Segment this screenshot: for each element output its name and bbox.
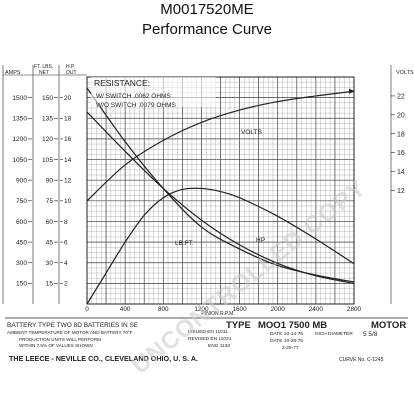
volts-tick-label: 22 bbox=[397, 93, 405, 100]
axis-ticks: 1503004506007509001050120013501500153045… bbox=[2, 65, 405, 313]
horsepower-curve bbox=[86, 187, 355, 305]
eng-number: ENG 1133 bbox=[208, 343, 230, 349]
x-tick-label: 2000 bbox=[271, 306, 286, 313]
ambient-temperature: AMBIENT TEMPERATURE OF MOTOR AND BATTERY… bbox=[7, 330, 133, 335]
resistance-line-1: W/ SWITCH .0062 OHMS bbox=[96, 93, 171, 100]
volts-tick-label: 16 bbox=[397, 150, 405, 157]
x-tick-label: 0 bbox=[85, 306, 89, 313]
volts-tick-label: 12 bbox=[397, 188, 405, 195]
torque-curve bbox=[86, 87, 355, 283]
torque-tick-label: 60 bbox=[46, 219, 54, 226]
torque-tick-label: 105 bbox=[42, 157, 53, 164]
company-name: THE LEECE - NEVILLE CO., CLEVELAND OHIO,… bbox=[9, 354, 198, 363]
torque-tick-label: 135 bbox=[42, 116, 53, 123]
torque-tick-label: 45 bbox=[46, 239, 54, 246]
hp-axis-label-line-2: OUT bbox=[66, 70, 77, 76]
page-subtitle: Performance Curve bbox=[141, 21, 273, 38]
torque-tick-label: 120 bbox=[42, 136, 53, 143]
lbft-curve-label: LB.FT. bbox=[175, 240, 194, 247]
motor-label: MOTOR bbox=[371, 320, 406, 331]
type-label: TYPE bbox=[226, 320, 251, 331]
volts-tick-label: 14 bbox=[397, 169, 405, 176]
resistance-box bbox=[91, 77, 216, 107]
amps-tick-label: 300 bbox=[16, 260, 27, 267]
hp-tick-label: 2 bbox=[64, 281, 68, 288]
x-tick-label: 1600 bbox=[232, 306, 247, 313]
hp-tick-label: 12 bbox=[64, 177, 72, 184]
torque-axis-label-line-2: NET bbox=[39, 70, 49, 76]
date-2: DATE 10-28-76 bbox=[270, 338, 303, 344]
inch-diameter-label: INCH DIAMETER bbox=[315, 331, 353, 337]
battery-type: BATTERY TYPE TWO 8D BATTERIES IN SE bbox=[7, 322, 139, 329]
hp-tick-label: 18 bbox=[64, 116, 72, 123]
production-note-2: WITHIN 7.5% OF VALUES SHOWN bbox=[19, 343, 93, 348]
amps-tick-label: 900 bbox=[16, 177, 27, 184]
inch-diameter-value: 5 5/8 bbox=[363, 331, 378, 338]
amps-tick-label: 600 bbox=[16, 219, 27, 226]
volts-tick-label: 20 bbox=[397, 112, 405, 119]
volts-curve-label: VOLTS bbox=[241, 129, 262, 136]
volts-curve bbox=[86, 90, 355, 202]
hp-axis-label-line-1: H.P. bbox=[66, 64, 75, 70]
production-note-1: PRODUCTION UNITS WILL PERFORM bbox=[19, 337, 101, 342]
revised-en: REVISED EN 11031 bbox=[188, 336, 232, 342]
resistance-line-2: W/O SWITCH .0079 OHMS bbox=[96, 102, 176, 109]
amps-tick-label: 450 bbox=[16, 239, 27, 246]
amps-tick-label: 1050 bbox=[12, 157, 27, 164]
amps-tick-label: 1200 bbox=[12, 136, 27, 143]
curve-number: CURVE No. C-1245 bbox=[339, 357, 384, 363]
x-tick-label: 1200 bbox=[194, 306, 209, 313]
amps-tick-label: 150 bbox=[16, 281, 27, 288]
performance-curves bbox=[86, 87, 355, 305]
plot-frame bbox=[86, 76, 355, 305]
torque-axis-label-line-1: FT. LBS. bbox=[34, 64, 53, 70]
hp-tick-label: 16 bbox=[64, 136, 72, 143]
major-grid bbox=[86, 76, 355, 305]
motor-model: MOO1 7500 MB bbox=[258, 320, 327, 331]
volts-curve-arrow bbox=[349, 88, 355, 94]
amps-tick-label: 1500 bbox=[12, 95, 27, 102]
x-tick-label: 800 bbox=[158, 306, 169, 313]
x-axis-title: PINION R.P.M. bbox=[201, 311, 234, 317]
amps-tick-label: 750 bbox=[16, 198, 27, 205]
hp-tick-label: 6 bbox=[64, 239, 68, 246]
torque-tick-label: 90 bbox=[46, 177, 54, 184]
x-tick-label: 2400 bbox=[309, 306, 324, 313]
hp-curve-label: HP bbox=[256, 237, 265, 244]
torque-tick-label: 75 bbox=[46, 198, 54, 205]
x-tick-label: 2800 bbox=[347, 306, 362, 313]
amps-axis-label: AMPS bbox=[5, 70, 21, 76]
torque-tick-label: 15 bbox=[46, 281, 54, 288]
page-title: M0017520ME bbox=[160, 1, 254, 18]
hp-tick-label: 14 bbox=[64, 157, 72, 164]
volts-tick-label: 18 bbox=[397, 131, 405, 138]
date-3: 2-25-77 bbox=[282, 345, 299, 351]
volts-axis-label: VOLTS bbox=[396, 70, 414, 76]
amps-tick-label: 1350 bbox=[12, 116, 27, 123]
torque-tick-label: 150 bbox=[42, 95, 53, 102]
date-1: DATE 10-14-76 bbox=[270, 331, 303, 337]
hp-tick-label: 20 bbox=[64, 95, 72, 102]
hp-tick-label: 8 bbox=[64, 219, 68, 226]
hp-tick-label: 10 bbox=[64, 198, 72, 205]
x-tick-label: 400 bbox=[120, 306, 131, 313]
torque-tick-label: 30 bbox=[46, 260, 54, 267]
issued-en: ISSUED EN 11011 bbox=[188, 329, 228, 335]
resistance-heading: RESISTANCE: bbox=[94, 78, 150, 88]
hp-tick-label: 4 bbox=[64, 260, 68, 267]
